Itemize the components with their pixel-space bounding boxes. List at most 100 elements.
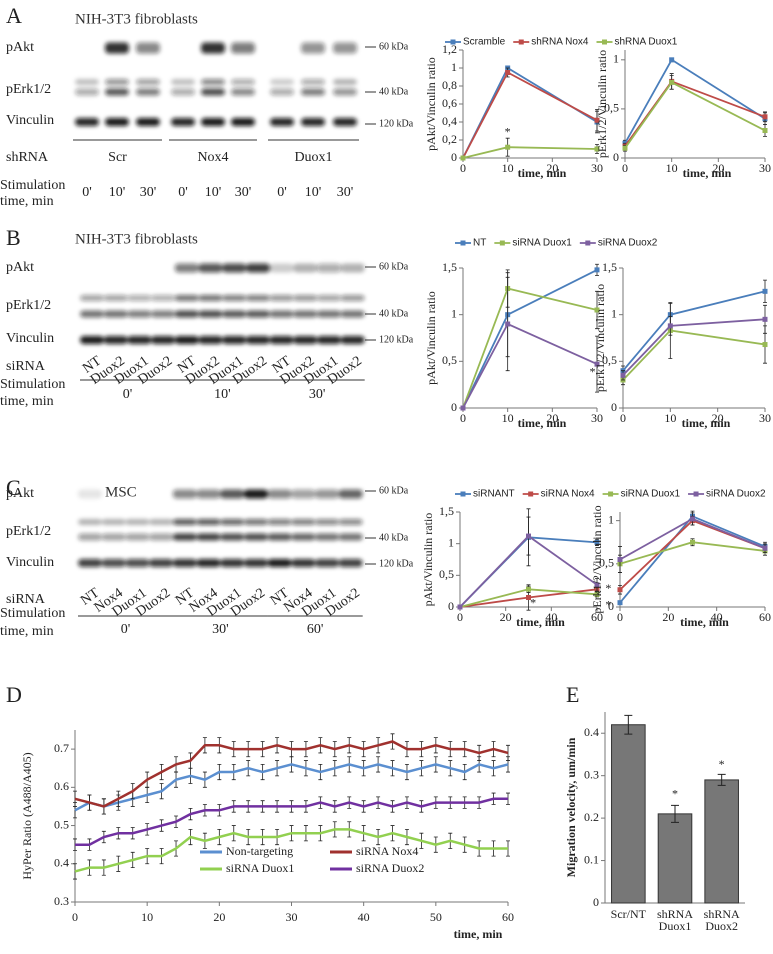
x-tick-label: 20 (213, 910, 225, 924)
y-tick-label: 1,5 (439, 504, 454, 518)
point (667, 323, 673, 329)
legend-marker (518, 39, 524, 45)
marker-label: 60 kDa (379, 41, 409, 52)
x-tick-label: 0 (620, 411, 626, 425)
y-axis-label: HyPer Ratio (A488/A405) (20, 752, 34, 879)
group-time: 60' (307, 622, 324, 637)
band (201, 79, 225, 85)
legend-marker (585, 240, 591, 246)
x-tick-label: 0 (72, 910, 78, 924)
legend-label: siRNA Duox1 (226, 861, 294, 875)
x-tick-label: 40 (545, 610, 557, 624)
band (243, 533, 268, 541)
x-tick-label: Duox2 (705, 919, 738, 933)
lane-time: 30' (235, 185, 252, 200)
band (101, 533, 126, 541)
panel-letter: A (6, 3, 22, 28)
legend-marker (450, 39, 456, 45)
x-tick-label: 40 (711, 610, 723, 624)
series-line (622, 329, 766, 381)
x-tick-label: 0 (460, 411, 466, 425)
band (196, 559, 221, 567)
band (174, 295, 199, 301)
band (293, 295, 318, 301)
treatment-label: siRNA (6, 592, 46, 607)
band (293, 263, 318, 273)
x-tick-label: 20 (546, 411, 558, 425)
point (526, 586, 531, 592)
legend-label: siRNA Duox2 (356, 861, 424, 875)
band (222, 310, 247, 318)
band (125, 519, 150, 525)
annotation: * (505, 125, 511, 139)
band (291, 489, 316, 499)
x-tick-label: 0 (460, 161, 466, 175)
bar (704, 779, 739, 904)
y-tick-label: 0,2 (442, 132, 457, 146)
lane-time: 10' (305, 185, 322, 200)
band (198, 295, 223, 301)
band (105, 79, 129, 85)
y-tick-label: 0.7 (54, 741, 69, 755)
band (291, 559, 316, 567)
x-tick-label: 0 (617, 610, 623, 624)
point (762, 288, 768, 294)
x-axis-label: time, min (454, 927, 503, 941)
x-tick-label: 10 (664, 411, 676, 425)
point (526, 595, 531, 600)
y-tick-label: 0.6 (54, 779, 69, 793)
blot-title: NIH-3T3 fibroblasts (75, 231, 198, 247)
legend-marker (608, 491, 614, 497)
band (151, 310, 176, 318)
y-axis-label: pAkt/Vinculin ratio (424, 57, 438, 151)
point (505, 321, 511, 327)
band (245, 295, 270, 301)
band (172, 489, 197, 499)
band (269, 310, 294, 318)
x-tick-label: 10 (141, 910, 153, 924)
legend-marker (602, 39, 607, 45)
blot-row-label: pErk1/2 (6, 524, 51, 539)
point (690, 516, 695, 522)
y-tick-label: 0 (451, 150, 457, 164)
band (267, 489, 292, 499)
annotation: * (719, 757, 725, 771)
band (171, 88, 195, 96)
band (174, 310, 199, 318)
panel-letter: E (566, 682, 579, 707)
y-tick-label: 0.1 (584, 852, 599, 866)
y-tick-label: 0,5 (604, 101, 619, 115)
x-tick-label: 30 (591, 411, 603, 425)
band (245, 263, 270, 273)
bar (657, 813, 693, 904)
band (231, 88, 255, 96)
x-tick-label: 10 (502, 161, 514, 175)
blot-row-label: Vinculin (6, 331, 54, 346)
point (669, 79, 675, 85)
band (80, 310, 104, 318)
point (505, 144, 511, 150)
legend-label: Non-targeting (226, 844, 293, 858)
point (460, 405, 466, 411)
treatment-label: siRNA (6, 359, 46, 374)
legend-label: shRNA Duox1 (615, 37, 678, 48)
x-tick-label: 20 (546, 161, 558, 175)
band (270, 88, 294, 96)
group-label: Duox1 (294, 150, 332, 165)
series-line (622, 318, 766, 376)
y-tick-label: 0,5 (599, 556, 614, 570)
group-time: 30' (309, 387, 326, 402)
band (220, 533, 245, 541)
legend-label: siRNA Duox1 (512, 238, 572, 249)
series-line (462, 269, 598, 409)
group-time: 10' (214, 387, 231, 402)
point (690, 539, 695, 545)
legend-marker (528, 491, 534, 497)
blot-row-label: Vinculin (6, 113, 54, 128)
band (222, 295, 247, 301)
band (105, 42, 129, 54)
annotation: * (605, 597, 611, 611)
band (270, 118, 294, 126)
